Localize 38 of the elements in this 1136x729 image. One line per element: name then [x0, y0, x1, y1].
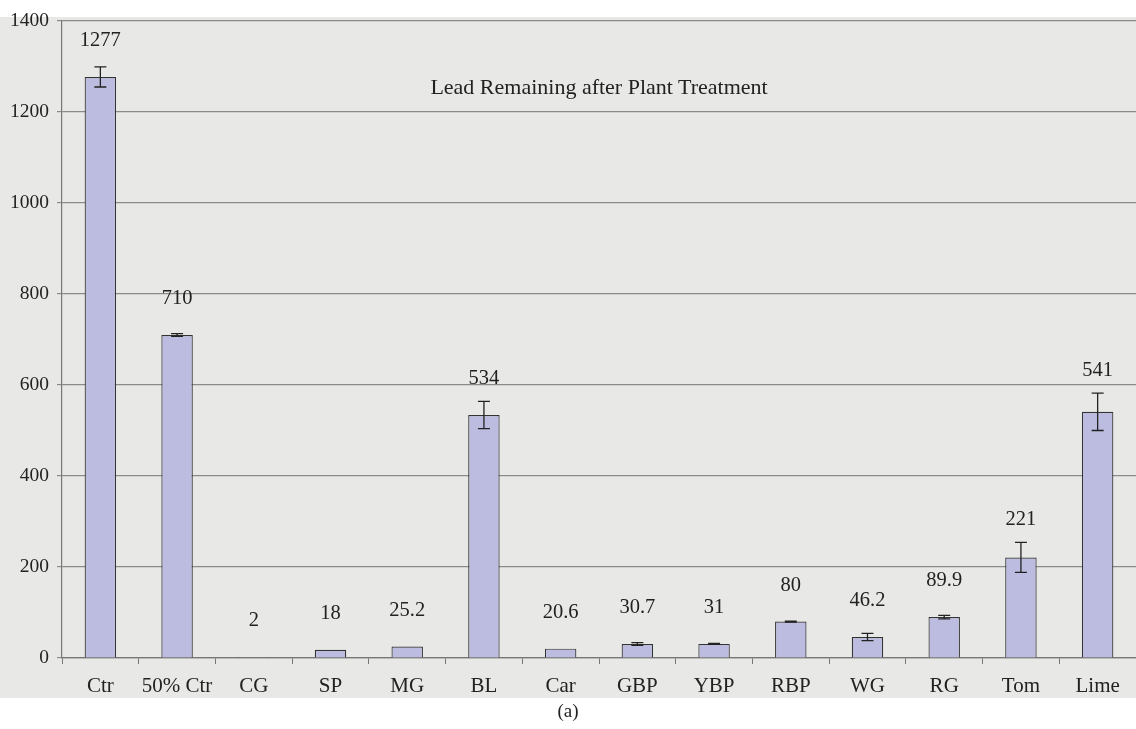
data-label: 80 — [780, 572, 802, 595]
x-tick-label: Ctr — [86, 673, 114, 698]
data-label: 221 — [1005, 506, 1037, 529]
text: Lead Remaining after Plant Treatment — [430, 73, 768, 99]
y-tick-label: 200 — [19, 555, 49, 577]
x-tick-label: CG — [239, 673, 269, 698]
data-label: 1277 — [79, 28, 121, 51]
x-tick-label: Car — [545, 673, 576, 698]
data-label: 710 — [161, 286, 193, 309]
x-tick-label: SP — [318, 673, 343, 698]
data-label: 534 — [468, 365, 500, 388]
x-tick-label: MG — [390, 673, 425, 698]
y-tick-label: 400 — [19, 464, 49, 486]
y-tick-label: 1400 — [10, 9, 49, 31]
data-label: 18 — [320, 601, 341, 624]
x-tick-label: GBP — [616, 673, 658, 698]
y-tick-label: 600 — [19, 373, 49, 395]
x-tick-label: 50% Ctr — [141, 673, 213, 698]
y-tick-label: 1000 — [10, 191, 49, 213]
y-tick-label: 0 — [39, 646, 49, 668]
data-label: 31 — [703, 595, 725, 618]
x-tick-label: YBP — [693, 673, 735, 698]
x-tick-label: Tom — [1001, 673, 1041, 698]
data-label: 2 — [248, 608, 259, 631]
data-label: 46.2 — [849, 588, 886, 611]
y-tick-label: 1200 — [10, 100, 49, 122]
data-label: 20.6 — [542, 600, 579, 623]
text: (a) — [557, 699, 579, 722]
data-label: 25.2 — [389, 597, 426, 620]
y-tick-label: 800 — [19, 282, 49, 304]
data-label: 541 — [1082, 357, 1114, 380]
x-tick-label: Lime — [1075, 673, 1120, 698]
x-tick-label: WG — [850, 673, 885, 698]
x-tick-label: RG — [929, 673, 959, 698]
data-label: 30.7 — [619, 595, 656, 618]
x-tick-label: RBP — [770, 673, 811, 698]
data-label: 89.9 — [926, 568, 963, 591]
x-tick-label: BL — [470, 673, 498, 698]
